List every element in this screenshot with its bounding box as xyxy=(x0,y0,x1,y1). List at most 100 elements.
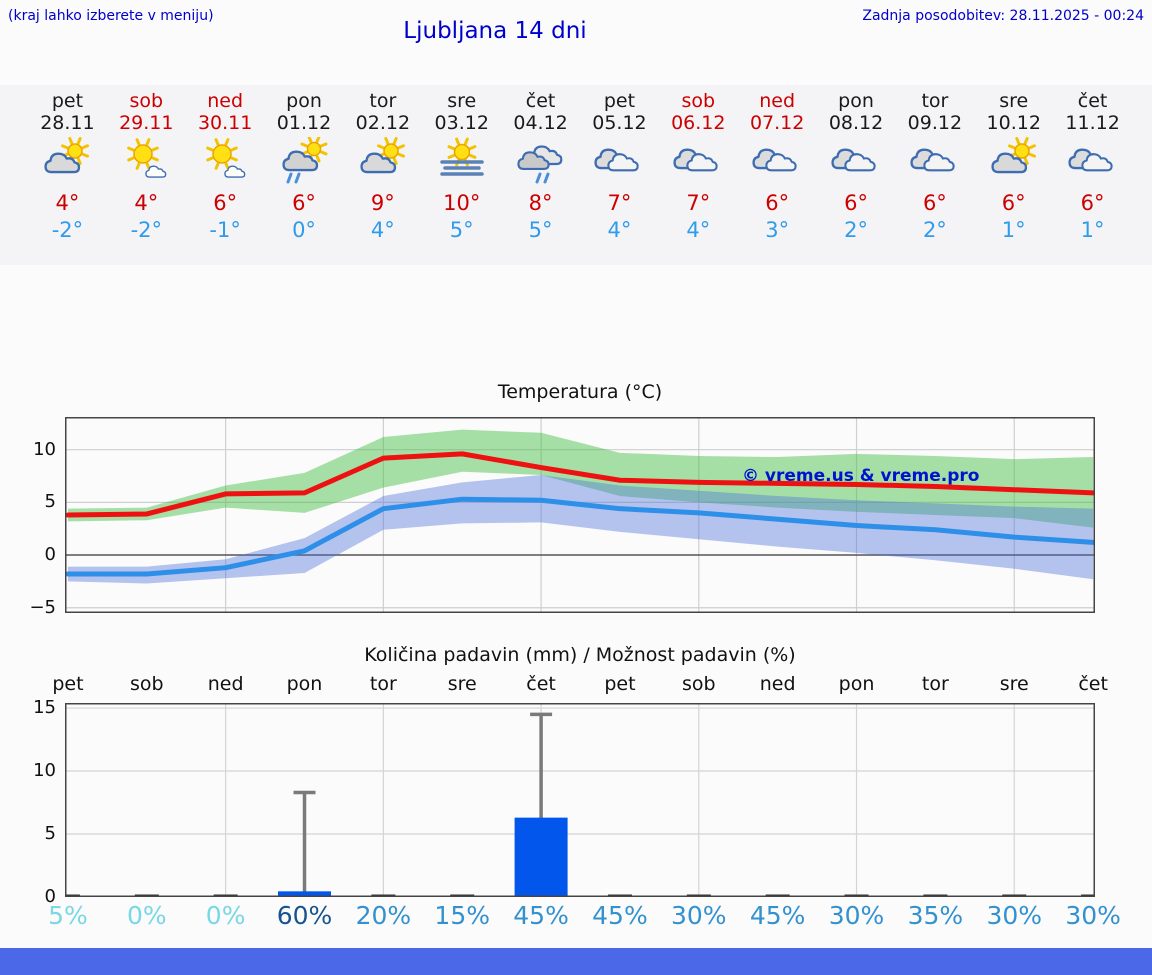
precip-day-label: pon xyxy=(286,673,323,695)
day-name: sob xyxy=(129,90,164,112)
weather-icon-cell xyxy=(1053,137,1132,187)
day-name: čet xyxy=(525,90,556,112)
day-date: 07.12 xyxy=(749,112,805,134)
temp-ytick: 5 xyxy=(44,491,56,513)
weather-icon-cell xyxy=(265,135,344,187)
weather-icon-cell xyxy=(974,137,1053,187)
low-temp: 3° xyxy=(765,218,790,242)
cloudy-icon xyxy=(831,148,876,172)
precip-probability: 45% xyxy=(592,901,648,930)
forecast-day[interactable]: čet 11.12 6° 1° xyxy=(1053,90,1132,265)
precip-day-label: sre xyxy=(999,673,1029,695)
low-temp: 1° xyxy=(1080,218,1105,242)
day-name: pet xyxy=(51,90,84,112)
forecast-day[interactable]: ned 07.12 6° 3° xyxy=(738,90,817,265)
day-date: 03.12 xyxy=(434,112,489,134)
temp-ytick: 10 xyxy=(33,438,56,460)
high-temp: 8° xyxy=(528,191,553,215)
forecast-day[interactable]: sre 10.12 6° 1° xyxy=(974,90,1053,265)
forecast-day[interactable]: pon 01.12 6° 0° xyxy=(265,90,344,265)
precip-probability: 15% xyxy=(434,901,490,930)
low-temp: 1° xyxy=(1001,218,1026,242)
precip-probability: 30% xyxy=(1065,901,1121,930)
rain-icon xyxy=(516,145,562,184)
cloudy-icon xyxy=(594,148,640,172)
precip-chart-title: Količina padavin (mm) / Možnost padavin … xyxy=(364,644,796,666)
low-temp: 4° xyxy=(607,218,632,242)
high-temp: 6° xyxy=(1001,191,1026,215)
precip-probability: 5% xyxy=(48,901,88,930)
low-temp: 2° xyxy=(922,218,947,242)
forecast-day[interactable]: sob 06.12 7° 4° xyxy=(659,90,738,265)
day-date: 29.11 xyxy=(119,112,174,134)
weather-icon-cell xyxy=(659,137,738,187)
forecast-day[interactable]: sob 29.11 4° -2° xyxy=(107,90,186,265)
high-temp: 4° xyxy=(55,191,80,215)
high-temp: 4° xyxy=(134,191,159,215)
low-temp: -1° xyxy=(209,218,241,242)
watermark-link[interactable]: © vreme.us & vreme.pro xyxy=(742,466,980,486)
forecast-day[interactable]: tor 09.12 6° 2° xyxy=(895,90,974,265)
low-temp: 2° xyxy=(844,218,868,242)
precip-day-label: tor xyxy=(921,673,949,695)
max-temp-range-band xyxy=(67,429,1094,528)
low-temp: 5° xyxy=(449,218,474,242)
day-date: 10.12 xyxy=(986,112,1041,134)
menu-hint-text: (kraj lahko izberete v meniju) xyxy=(8,8,214,24)
precip-day-label: čet xyxy=(526,673,556,695)
forecast-day[interactable]: čet 04.12 8° 5° xyxy=(501,90,580,265)
day-date: 02.12 xyxy=(355,112,411,134)
day-name: pet xyxy=(603,90,636,112)
weather-icon-cell xyxy=(895,137,974,187)
high-temp: 6° xyxy=(765,191,790,215)
precip-day-label: pet xyxy=(604,673,636,695)
forecast-day[interactable]: sre 03.12 10° 5° xyxy=(422,90,501,265)
precip-probability: 30% xyxy=(671,901,727,930)
precip-day-label: ned xyxy=(759,673,796,695)
forecast-day[interactable]: ned 30.11 6° -1° xyxy=(186,90,265,265)
day-name: pon xyxy=(838,90,874,112)
cloudy-icon xyxy=(752,148,797,172)
weather-icon-cell xyxy=(501,137,580,187)
precip-probability: 30% xyxy=(986,901,1043,930)
high-temp: 6° xyxy=(292,191,316,215)
precip-ytick: 15 xyxy=(33,697,56,719)
forecast-day[interactable]: pet 28.11 4° -2° xyxy=(28,90,107,265)
precip-probability: 35% xyxy=(907,901,964,930)
precip-probability: 0% xyxy=(205,901,246,930)
forecast-day[interactable]: pon 08.12 6° 2° xyxy=(817,90,896,265)
high-temp: 7° xyxy=(607,191,632,215)
day-name: ned xyxy=(207,90,244,112)
precip-day-label: ned xyxy=(207,673,244,695)
precip-day-label: čet xyxy=(1078,673,1108,695)
weather-icon-cell xyxy=(107,137,186,187)
precip-probability: 30% xyxy=(828,901,885,930)
last-updated-text: Zadnja posodobitev: 28.11.2025 - 00:24 xyxy=(862,8,1144,24)
day-date: 30.11 xyxy=(197,112,253,134)
footer-banner[interactable] xyxy=(0,948,1152,975)
day-name: tor xyxy=(921,90,949,112)
weather-icon-cell xyxy=(738,137,817,187)
day-name: pon xyxy=(286,90,322,112)
mostly-sunny-icon xyxy=(206,138,246,178)
low-temp: 5° xyxy=(528,218,553,242)
high-temp: 6° xyxy=(844,191,868,215)
precip-probability: 0% xyxy=(126,901,167,930)
high-temp: 6° xyxy=(922,191,947,215)
low-temp: 0° xyxy=(292,218,316,242)
forecast-day[interactable]: pet 05.12 7° 4° xyxy=(580,90,659,265)
precip-ytick: 5 xyxy=(44,823,56,844)
precip-ytick: 10 xyxy=(33,760,56,782)
high-temp: 6° xyxy=(213,191,238,215)
weather-icon-cell xyxy=(186,137,265,187)
precip-day-label: tor xyxy=(369,673,397,695)
day-name: tor xyxy=(369,90,397,112)
mostly-sunny-icon xyxy=(127,138,167,178)
precip-probability: 45% xyxy=(749,901,806,930)
precip-probability: 60% xyxy=(276,901,333,930)
temp-chart-title: Temperatura (°C) xyxy=(497,381,663,403)
forecast-day[interactable]: tor 02.12 9° 4° xyxy=(343,90,422,265)
weather-icon-cell xyxy=(422,137,501,187)
day-name: čet xyxy=(1077,90,1108,112)
precip-day-label: pet xyxy=(52,673,84,695)
